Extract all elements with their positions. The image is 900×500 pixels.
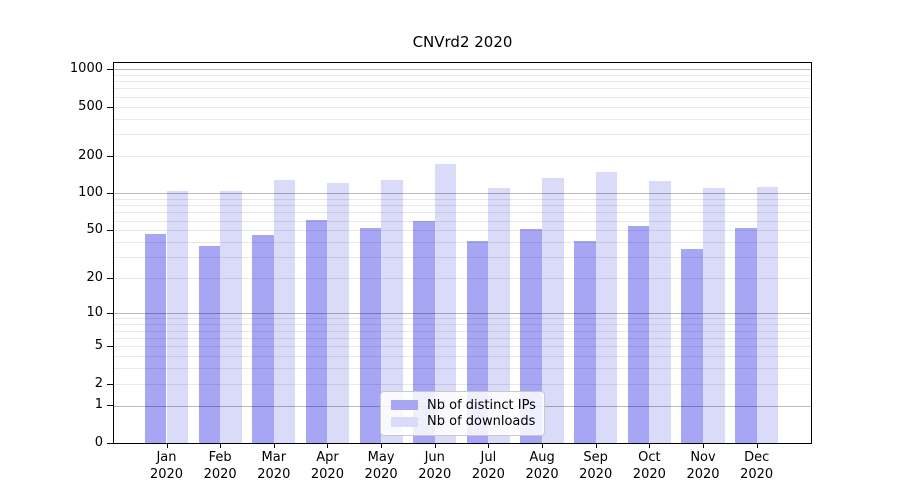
bar-downloads-aug (542, 178, 564, 443)
y-tick-label-200: 200 (78, 148, 103, 163)
y-tick-label-1: 1 (94, 397, 103, 413)
chart-title: CNVrd2 2020 (412, 33, 513, 51)
y-tick-label-20: 20 (86, 270, 103, 286)
y-tick-mark (107, 405, 113, 407)
y-axis-labels: 1000 500 200 100 50 20 10 5 2 1 0 (0, 61, 103, 450)
bar-downloads-dec (756, 187, 779, 443)
bar-downloads-feb (220, 191, 242, 443)
plot-area: Nb of distinct IPs Nb of downloads (113, 62, 812, 444)
y-tick-mark (107, 278, 113, 280)
x-tick-mark (166, 443, 168, 448)
bar-downloads-apr (327, 182, 350, 443)
y-tick-mark (107, 69, 113, 71)
y-tick-label-0: 0 (94, 435, 103, 450)
y-tick-label-50: 50 (86, 222, 103, 238)
y-tick-mark (107, 230, 113, 232)
x-tick-mark (273, 443, 275, 448)
bar-downloads-jun (434, 163, 457, 443)
bar-downloads-jan (166, 191, 189, 443)
legend-item-downloads: Nb of downloads (391, 414, 536, 430)
y-tick-label-1000: 1000 (69, 61, 103, 77)
x-tick-label-nov: Nov 2020 (686, 450, 720, 482)
y-tick-mark (107, 313, 113, 315)
y-tick-label-100: 100 (78, 185, 103, 201)
x-tick-label-mar: Mar 2020 (257, 450, 291, 482)
x-tick-mark (542, 443, 544, 448)
bar-downloads-may (381, 179, 403, 443)
legend-label: Nb of downloads (427, 414, 536, 430)
legend-label: Nb of distinct IPs (427, 397, 536, 413)
x-tick-label-feb: Feb 2020 (203, 450, 237, 482)
bars-layer (114, 63, 811, 443)
x-tick-mark (649, 443, 651, 448)
bar-downloads-jul (488, 188, 510, 443)
x-tick-label-oct: Oct 2020 (632, 450, 666, 482)
y-tick-mark (107, 193, 113, 195)
x-tick-label-apr: Apr 2020 (310, 450, 344, 482)
bar-ips-dec (735, 228, 757, 443)
y-tick-mark (107, 443, 113, 444)
x-tick-mark (595, 443, 597, 448)
bar-ips-oct (627, 226, 650, 443)
x-tick-label-dec: Dec 2020 (740, 450, 774, 482)
x-tick-mark (703, 443, 704, 448)
bar-ips-sep (574, 240, 596, 443)
x-tick-mark (434, 443, 436, 448)
y-tick-mark (107, 346, 113, 348)
y-tick-mark (107, 383, 113, 385)
bar-downloads-oct (649, 181, 671, 443)
legend-swatch-icon (391, 416, 418, 427)
y-tick-label-500: 500 (78, 98, 103, 114)
x-tick-label-may: May 2020 (364, 450, 398, 482)
x-tick-mark (220, 443, 222, 448)
bar-ips-nov (681, 249, 703, 443)
bar-ips-aug (520, 229, 543, 443)
y-tick-label-5: 5 (94, 338, 103, 354)
legend: Nb of distinct IPs Nb of downloads (380, 391, 545, 436)
x-tick-label-jun: Jun 2020 (418, 450, 452, 482)
bar-ips-mar (252, 234, 274, 443)
legend-swatch-icon (391, 400, 418, 411)
x-tick-mark (327, 443, 329, 448)
bar-ips-may (359, 228, 382, 443)
x-tick-label-jan: Jan 2020 (149, 450, 184, 482)
legend-item-distinct-ips: Nb of distinct IPs (391, 397, 536, 413)
x-tick-label-sep: Sep 2020 (579, 450, 613, 482)
bar-downloads-nov (703, 187, 725, 443)
bar-ips-feb (198, 246, 221, 443)
x-tick-mark (381, 443, 383, 448)
y-tick-label-2: 2 (94, 375, 103, 391)
bar-ips-jan (144, 233, 167, 443)
bar-downloads-sep (595, 171, 618, 443)
bar-downloads-mar (273, 180, 296, 443)
x-tick-label-jul: Jul 2020 (471, 450, 505, 482)
x-tick-label-aug: Aug 2020 (525, 450, 559, 482)
x-tick-mark (756, 443, 758, 448)
y-tick-label-10: 10 (86, 305, 103, 321)
y-tick-mark (107, 156, 113, 157)
y-tick-mark (107, 106, 113, 108)
bar-ips-jun (413, 220, 435, 443)
x-tick-mark (488, 443, 490, 448)
bar-ips-apr (305, 219, 328, 443)
